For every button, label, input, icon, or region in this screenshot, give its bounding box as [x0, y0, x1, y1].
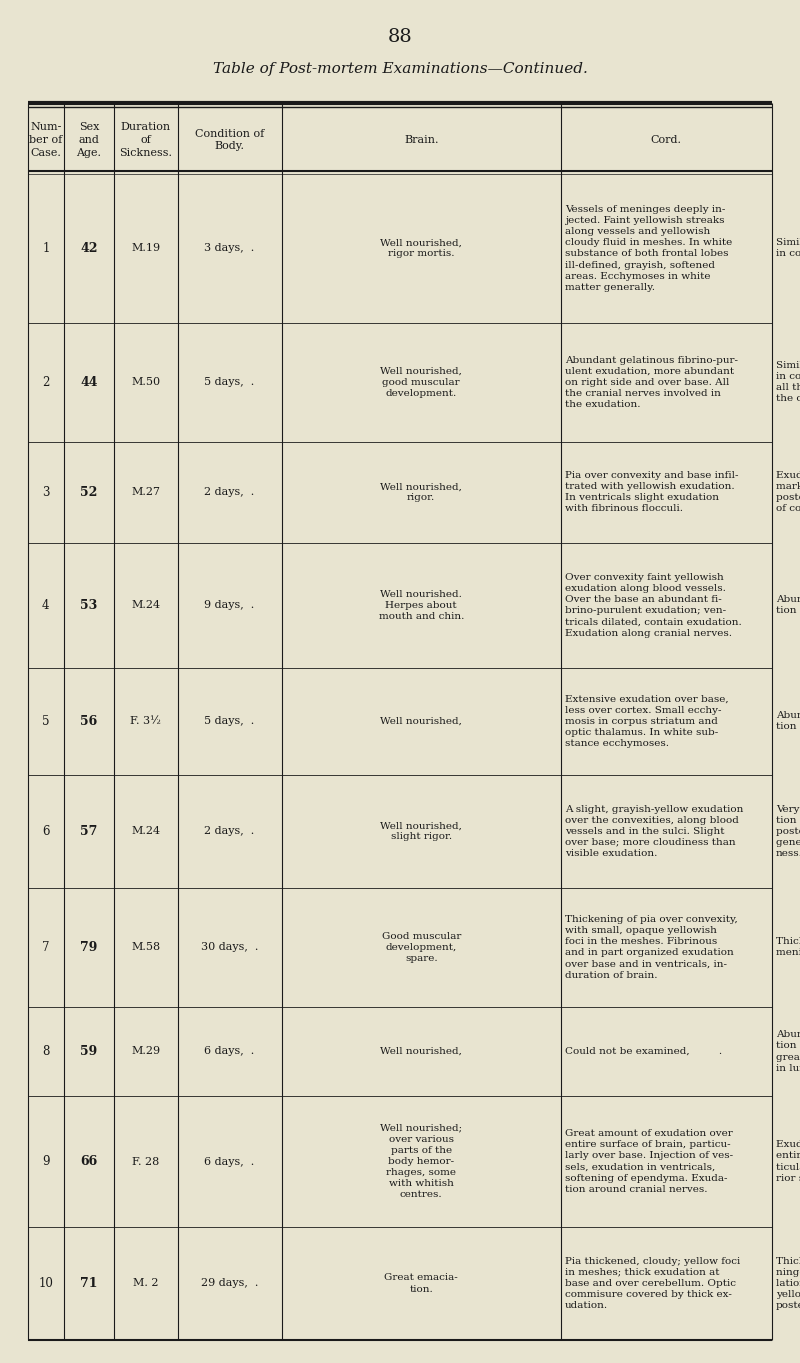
Text: Exudation well
marked along
posterior surface
of cord.: Exudation well marked along posterior su…	[776, 472, 800, 514]
Text: 71: 71	[80, 1277, 98, 1289]
Text: M.29: M.29	[131, 1047, 161, 1056]
Text: Very slight exuda-
tion along cord
posteriorly and
general cloudi-
ness.: Very slight exuda- tion along cord poste…	[776, 804, 800, 859]
Text: Duration
of
Sickness.: Duration of Sickness.	[119, 123, 173, 158]
Text: Vessels of meninges deeply in-
jected. Faint yellowish streaks
along vessels and: Vessels of meninges deeply in- jected. F…	[565, 204, 732, 292]
Text: M.19: M.19	[131, 244, 161, 254]
Text: 3 days,  .: 3 days, .	[205, 244, 254, 254]
Text: Similar exudation
in cord.: Similar exudation in cord.	[776, 239, 800, 259]
Text: Thickening of me-
ninges; accumu-
lations of thick,
yellowish masses
posteriorly: Thickening of me- ninges; accumu- lation…	[776, 1257, 800, 1310]
Text: 42: 42	[80, 241, 98, 255]
Text: Well nourished,
rigor mortis.: Well nourished, rigor mortis.	[380, 239, 462, 259]
Text: 8: 8	[42, 1045, 50, 1058]
Text: Well nourished,
slight rigor.: Well nourished, slight rigor.	[380, 822, 462, 841]
Text: M.24: M.24	[131, 600, 161, 611]
Text: Pia thickened, cloudy; yellow foci
in meshes; thick exudation at
base and over c: Pia thickened, cloudy; yellow foci in me…	[565, 1257, 740, 1310]
Text: Could not be examined,         .: Could not be examined, .	[565, 1047, 722, 1056]
Text: 56: 56	[80, 714, 98, 728]
Text: Abundant exuda-
tion along cord.: Abundant exuda- tion along cord.	[776, 596, 800, 615]
Text: 5 days,  .: 5 days, .	[205, 717, 254, 726]
Text: 44: 44	[80, 376, 98, 388]
Text: F. 28: F. 28	[132, 1157, 159, 1167]
Text: Well nourished.
Herpes about
mouth and chin.: Well nourished. Herpes about mouth and c…	[378, 590, 464, 622]
Text: 9: 9	[42, 1154, 50, 1168]
Text: Good muscular
development,
spare.: Good muscular development, spare.	[382, 932, 461, 964]
Text: Great amount of exudation over
entire surface of brain, particu-
larly over base: Great amount of exudation over entire su…	[565, 1130, 733, 1194]
Text: 88: 88	[388, 29, 412, 46]
Text: A slight, grayish-yellow exudation
over the convexities, along blood
vessels and: A slight, grayish-yellow exudation over …	[565, 804, 743, 859]
Text: Thickening of pia over convexity,
with small, opaque yellowish
foci in the meshe: Thickening of pia over convexity, with s…	[565, 915, 738, 980]
Text: Abundant exuda-
tion along cord,
greatest amount
in lumbar region.: Abundant exuda- tion along cord, greates…	[776, 1030, 800, 1073]
Text: Great emacia-
tion.: Great emacia- tion.	[384, 1273, 458, 1293]
Text: 5 days,  .: 5 days, .	[205, 378, 254, 387]
Text: 6 days,  .: 6 days, .	[205, 1157, 254, 1167]
Text: Brain.: Brain.	[404, 135, 438, 144]
Text: Abundant gelatinous fibrino-pur-
ulent exudation, more abundant
on right side an: Abundant gelatinous fibrino-pur- ulent e…	[565, 356, 738, 409]
Text: M.58: M.58	[131, 942, 161, 953]
Text: Condition of
Body.: Condition of Body.	[195, 128, 264, 151]
Text: 3: 3	[42, 485, 50, 499]
Text: 1: 1	[42, 241, 50, 255]
Text: Abundant exuda-
tion along cord.: Abundant exuda- tion along cord.	[776, 711, 800, 732]
Text: 7: 7	[42, 940, 50, 954]
Text: F. 3½: F. 3½	[130, 717, 162, 726]
Text: 66: 66	[80, 1154, 98, 1168]
Text: Extensive exudation over base,
less over cortex. Small ecchy-
mosis in corpus st: Extensive exudation over base, less over…	[565, 695, 728, 748]
Text: 2 days,  .: 2 days, .	[205, 487, 254, 497]
Text: 5: 5	[42, 714, 50, 728]
Text: 53: 53	[80, 598, 98, 612]
Text: Well nourished,
rigor.: Well nourished, rigor.	[380, 483, 462, 503]
Text: 57: 57	[80, 825, 98, 838]
Text: M.24: M.24	[131, 826, 161, 837]
Text: M.27: M.27	[131, 487, 161, 497]
Text: Pia over convexity and base infil-
trated with yellowish exudation.
In ventrical: Pia over convexity and base infil- trate…	[565, 472, 738, 514]
Text: 6 days,  .: 6 days, .	[205, 1047, 254, 1056]
Text: Exudation along
entire cord, par-
ticularly poste-
rior surface.: Exudation along entire cord, par- ticula…	[776, 1141, 800, 1183]
Text: 29 days,  .: 29 days, .	[201, 1278, 258, 1288]
Text: 10: 10	[38, 1277, 54, 1289]
Text: Well nourished;
over various
parts of the
body hemor-
rhages, some
with whitish
: Well nourished; over various parts of th…	[380, 1123, 462, 1199]
Text: Over convexity faint yellowish
exudation along blood vessels.
Over the base an a: Over convexity faint yellowish exudation…	[565, 572, 742, 638]
Text: Similar exudation
in cord, involving
all the nerves of
the cauda equina.: Similar exudation in cord, involving all…	[776, 361, 800, 403]
Text: 52: 52	[80, 485, 98, 499]
Text: 59: 59	[80, 1045, 98, 1058]
Text: Well nourished,
good muscular
development.: Well nourished, good muscular developmen…	[380, 367, 462, 398]
Text: 6: 6	[42, 825, 50, 838]
Text: 4: 4	[42, 598, 50, 612]
Text: 30 days,  .: 30 days, .	[201, 942, 258, 953]
Text: M.50: M.50	[131, 378, 161, 387]
Text: Well nourished,: Well nourished,	[380, 1047, 462, 1056]
Text: Thickening of
meninges of cord.: Thickening of meninges of cord.	[776, 938, 800, 957]
Text: 2 days,  .: 2 days, .	[205, 826, 254, 837]
Text: Cord.: Cord.	[651, 135, 682, 144]
Text: Sex
and
Age.: Sex and Age.	[77, 123, 102, 158]
Text: 9 days,  .: 9 days, .	[205, 600, 254, 611]
Text: Table of Post-mortem Examinations—Continued.: Table of Post-mortem Examinations—Contin…	[213, 61, 587, 76]
Text: M. 2: M. 2	[133, 1278, 158, 1288]
Text: Num-
ber of
Case.: Num- ber of Case.	[30, 123, 62, 158]
Text: 79: 79	[80, 940, 98, 954]
Text: Well nourished,: Well nourished,	[380, 717, 462, 726]
Text: 2: 2	[42, 376, 50, 388]
